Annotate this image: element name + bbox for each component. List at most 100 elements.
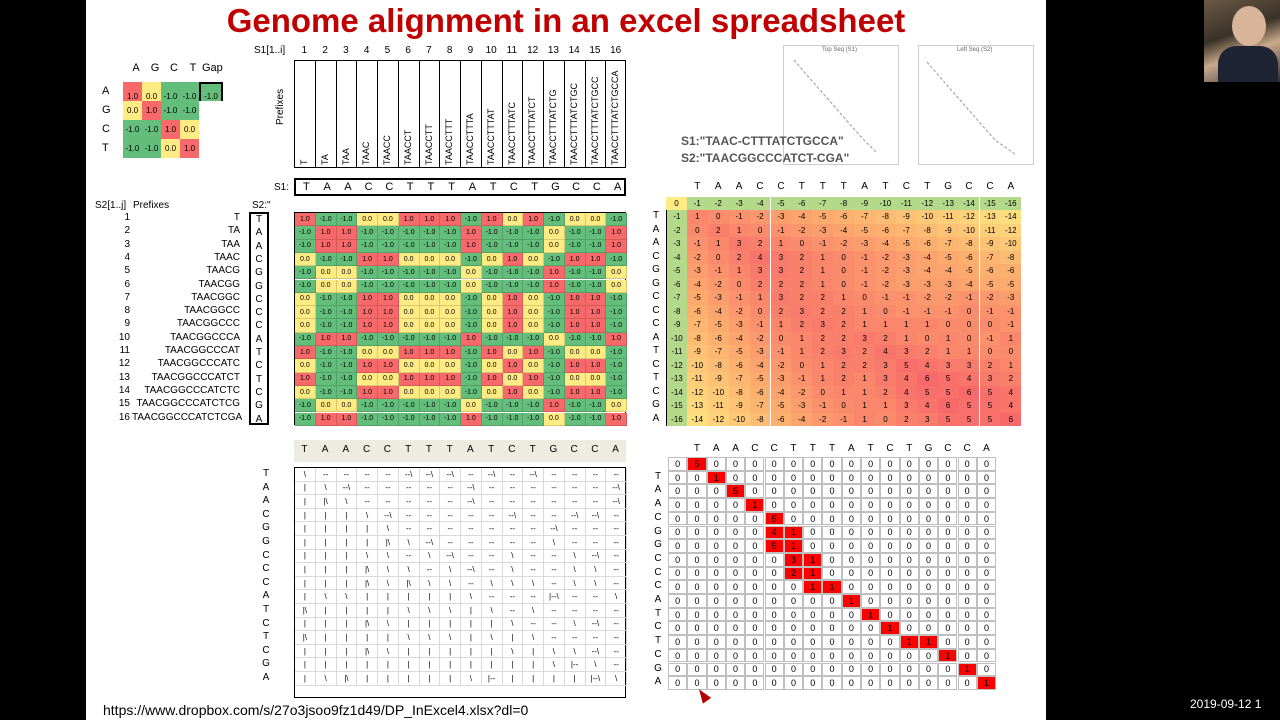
s1-prefix-cell: TAACCTTTATCTGC bbox=[565, 61, 586, 167]
dp-cell: 2 bbox=[833, 304, 855, 318]
traceback-top-base: C bbox=[383, 444, 391, 455]
dp-gap-header-cell: -2 bbox=[707, 196, 729, 210]
path-cell: 0 bbox=[899, 676, 919, 690]
match-cell: -1.0 bbox=[315, 359, 337, 373]
path-cell: 0 bbox=[861, 552, 881, 567]
dp-cell: 0 bbox=[833, 250, 855, 264]
dp-cell: 0 bbox=[686, 223, 708, 237]
score-cell bbox=[199, 101, 223, 120]
dp-cell: -4 bbox=[749, 358, 771, 372]
path-cell: 0 bbox=[918, 566, 939, 581]
s1-index-cell: 2 bbox=[322, 45, 328, 56]
dp-gap-col-cell: -4 bbox=[666, 250, 687, 264]
traceback-cell: -- bbox=[440, 495, 461, 509]
dp-cell: 6 bbox=[958, 385, 980, 399]
match-cell: 0.0 bbox=[606, 266, 627, 280]
path-cell: 0 bbox=[861, 470, 881, 485]
path-cell: 0 bbox=[899, 511, 919, 526]
s2-index-cell: 12 bbox=[118, 358, 130, 370]
traceback-cell: \ bbox=[544, 658, 565, 672]
traceback-cell: \ bbox=[357, 508, 378, 523]
path-cell: 0 bbox=[822, 621, 842, 636]
path-cell: 0 bbox=[668, 607, 688, 622]
path-cell: 0 bbox=[706, 648, 726, 663]
dp-cell: 5 bbox=[937, 372, 959, 386]
traceback-cell: -- bbox=[523, 536, 544, 550]
match-cell: 0.0 bbox=[481, 359, 503, 373]
s2-base: C bbox=[255, 307, 263, 319]
dp-cell: 1 bbox=[875, 318, 896, 332]
traceback-cell: -- bbox=[606, 536, 627, 550]
dropbox-link[interactable]: https://www.dropbox.com/s/27o3jsoo9fz1d4… bbox=[103, 702, 529, 718]
dp-left-base: C bbox=[652, 385, 660, 397]
dp-cell: 0 bbox=[749, 304, 771, 318]
dp-top-base: C bbox=[756, 181, 764, 192]
traceback-cell: | bbox=[523, 644, 544, 659]
path-cell: 0 bbox=[957, 525, 977, 540]
dp-cell: -1 bbox=[979, 331, 1001, 345]
dp-top-base: A bbox=[1007, 181, 1015, 192]
traceback-cell: -- bbox=[440, 481, 461, 496]
dp-cell: 1 bbox=[812, 277, 834, 291]
s2-base: A bbox=[255, 333, 263, 345]
dp-gap-col-cell: -5 bbox=[666, 264, 687, 278]
match-cell: 0.0 bbox=[419, 252, 441, 267]
traceback-cell: --\ bbox=[606, 495, 627, 509]
traceback-cell: -- bbox=[481, 563, 503, 577]
score-col-header: G bbox=[150, 62, 160, 74]
path-cell: 0 bbox=[706, 635, 726, 649]
path-cell: 0 bbox=[841, 566, 861, 581]
s2-prefix-cell: TAACGGCCCATCTCG bbox=[136, 398, 240, 410]
path-cell: 0 bbox=[668, 676, 688, 690]
dp-cell: 3 bbox=[875, 358, 896, 372]
traceback-cell: -- bbox=[544, 563, 565, 577]
dp-cell: 2 bbox=[812, 331, 834, 345]
path-top-base: C bbox=[886, 443, 894, 454]
path-cell: 0 bbox=[976, 594, 997, 608]
path-cell: 0 bbox=[976, 662, 997, 677]
dp-cell: 6 bbox=[937, 399, 959, 413]
path-cell: 0 bbox=[706, 484, 726, 499]
path-cell: 1 bbox=[938, 648, 958, 663]
dp-gap-header-cell: -7 bbox=[812, 196, 834, 210]
traceback-cell: -- bbox=[523, 495, 544, 509]
dp-cell: -8 bbox=[1000, 250, 1022, 264]
match-cell: -1.0 bbox=[544, 359, 565, 373]
s1-prefix-text: TAACCTTTATCT bbox=[527, 96, 538, 166]
dp-left-base: A bbox=[652, 331, 660, 343]
traceback-cell: | bbox=[295, 576, 316, 591]
path-cell: 0 bbox=[745, 457, 765, 471]
traceback-cell: \ bbox=[440, 604, 461, 618]
match-cell: 0.0 bbox=[440, 292, 461, 307]
path-cell: 0 bbox=[899, 621, 919, 636]
match-cell: 1.0 bbox=[564, 306, 586, 320]
s1-prefix-text: TA bbox=[319, 154, 330, 165]
dp-cell: 2 bbox=[791, 318, 813, 332]
dp-cell: -10 bbox=[916, 210, 938, 224]
path-cell: 0 bbox=[938, 484, 958, 499]
traceback-cell: -- bbox=[564, 522, 586, 536]
path-cell: 0 bbox=[957, 621, 977, 636]
dp-cell: 2 bbox=[728, 250, 750, 264]
match-cell: -1.0 bbox=[398, 239, 420, 253]
match-cell: 0.0 bbox=[585, 372, 607, 386]
s2-index-cell: 16 bbox=[118, 411, 130, 423]
dp-cell: -7 bbox=[686, 318, 708, 332]
path-cell: 0 bbox=[938, 635, 958, 649]
presenter-head bbox=[1232, 6, 1266, 46]
dp-cell: -2 bbox=[770, 358, 792, 372]
match-cell: -1.0 bbox=[378, 226, 399, 240]
path-cell: 1 bbox=[783, 539, 804, 553]
path-cell: 0 bbox=[803, 457, 823, 471]
traceback-cell: \ bbox=[523, 604, 544, 618]
dp-cell: -9 bbox=[707, 372, 729, 386]
path-cell: 0 bbox=[764, 484, 784, 499]
match-cell: -1.0 bbox=[440, 239, 461, 253]
dp-cell: -2 bbox=[812, 412, 834, 426]
path-cell: 0 bbox=[880, 662, 900, 677]
path-cell: 0 bbox=[706, 498, 726, 512]
dp-cell: -9 bbox=[728, 399, 750, 413]
path-cell: 0 bbox=[745, 676, 765, 690]
left-seq-thumbnail: Left Seq (S2) bbox=[918, 45, 1034, 165]
traceback-cell: \ bbox=[378, 549, 399, 564]
